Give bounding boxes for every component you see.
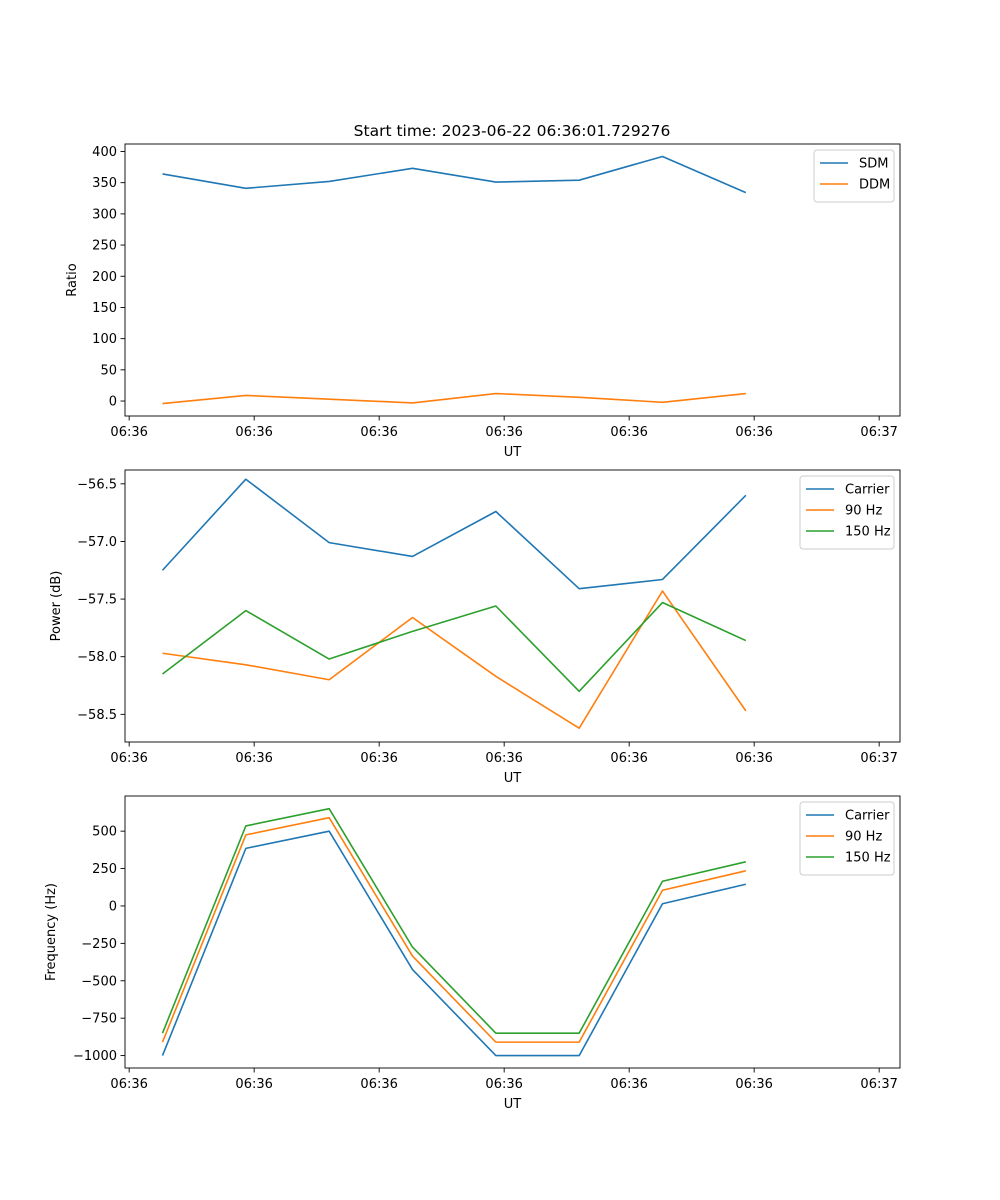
x-axis-label: UT: [504, 1097, 522, 1112]
y-axis-label: Power (dB): [49, 571, 64, 642]
series-line-ddm: [162, 392, 746, 405]
x-tick-label: 06:36: [360, 1077, 397, 1092]
legend-label: Carrier: [845, 809, 890, 824]
legend-label: 150 Hz: [845, 851, 891, 866]
y-tick-label: −58.0: [77, 650, 117, 665]
subplots: 06:36 06:36 06:36 06:36 06:36 06:36 06:37 0 50 10…: [44, 143, 901, 1112]
x-tick-label: 06:36: [110, 425, 147, 440]
x-tick-label: 06:36: [735, 1077, 772, 1092]
y-axis-label: Ratio: [65, 263, 80, 296]
y-tick-label: 50: [100, 363, 117, 378]
series-line-carrier: [161, 830, 747, 1057]
x-tick-label: 06:36: [235, 425, 272, 440]
x-axis-label: UT: [504, 445, 522, 460]
axes-frame: [124, 143, 901, 417]
y-tick-label: −58.5: [77, 708, 117, 723]
series-line-carrier: [161, 478, 747, 590]
y-tick-label: −56.5: [77, 477, 117, 492]
legend: SDM DDM: [813, 149, 895, 203]
axes-frame: [124, 469, 901, 743]
x-tick-label: 06:36: [735, 751, 772, 766]
y-tick-label: 250: [92, 239, 117, 254]
x-tick-label: 06:36: [360, 751, 397, 766]
legend: Carrier 90 Hz 150 Hz: [799, 801, 895, 876]
y-tick-label: −250: [81, 937, 117, 952]
y-tick-label: 250: [92, 862, 117, 877]
legend: Carrier 90 Hz 150 Hz: [799, 475, 895, 550]
series-line-90-hz: [162, 590, 747, 729]
y-tick-label: 0: [109, 395, 117, 410]
y-tick-label: 0: [109, 899, 117, 914]
x-tick-label: 06:36: [235, 1077, 272, 1092]
x-tick-label: 06:36: [485, 1077, 522, 1092]
series-line-150-hz: [162, 601, 747, 693]
x-tick-label: 06:36: [235, 751, 272, 766]
x-tick-label: 06:37: [860, 1077, 897, 1092]
y-tick-label: −500: [81, 974, 117, 989]
legend-label: SDM: [859, 157, 888, 172]
x-tick-label: 06:36: [360, 425, 397, 440]
y-tick-label: −57.5: [77, 593, 117, 608]
subplot-3: 06:36 06:36 06:36 06:36 06:36 06:36 06:37 −1000…: [44, 795, 901, 1112]
y-tick-label: 500: [92, 825, 117, 840]
figure-title: Start time: 2023-06-22 06:36:01.729276: [354, 122, 671, 140]
series-line-sdm: [162, 155, 747, 194]
x-tick-label: 06:36: [485, 751, 522, 766]
series-line-150-hz: [161, 807, 747, 1034]
subplot-2: 06:36 06:36 06:36 06:36 06:36 06:36 06:37 −58.5…: [49, 469, 901, 786]
y-axis-label: Frequency (Hz): [44, 883, 59, 981]
x-tick-label: 06:36: [610, 425, 647, 440]
series-line-90-hz: [161, 816, 747, 1043]
x-tick-label: 06:37: [860, 751, 897, 766]
x-tick-label: 06:36: [610, 751, 647, 766]
y-tick-label: 200: [92, 270, 117, 285]
y-tick-label: 150: [92, 301, 117, 316]
y-tick-label: −1000: [73, 1049, 117, 1064]
y-tick-label: −750: [81, 1012, 117, 1027]
x-axis-label: UT: [504, 771, 522, 786]
legend-label: Carrier: [845, 483, 890, 498]
x-tick-label: 06:36: [735, 425, 772, 440]
legend-label: 90 Hz: [845, 504, 882, 519]
x-tick-label: 06:36: [485, 425, 522, 440]
x-tick-label: 06:36: [110, 1077, 147, 1092]
y-tick-label: −57.0: [77, 535, 117, 550]
y-tick-label: 350: [92, 176, 117, 191]
x-tick-label: 06:36: [610, 1077, 647, 1092]
legend-label: 150 Hz: [845, 525, 891, 540]
legend-label: 90 Hz: [845, 830, 882, 845]
x-tick-label: 06:36: [110, 751, 147, 766]
axes-frame: [124, 795, 901, 1069]
y-tick-label: 400: [92, 145, 117, 160]
x-tick-label: 06:37: [860, 425, 897, 440]
legend-label: DDM: [859, 178, 890, 193]
y-tick-label: 100: [92, 332, 117, 347]
y-tick-label: 300: [92, 207, 117, 222]
subplot-1: 06:36 06:36 06:36 06:36 06:36 06:36 06:37 0 50 10…: [65, 143, 901, 460]
